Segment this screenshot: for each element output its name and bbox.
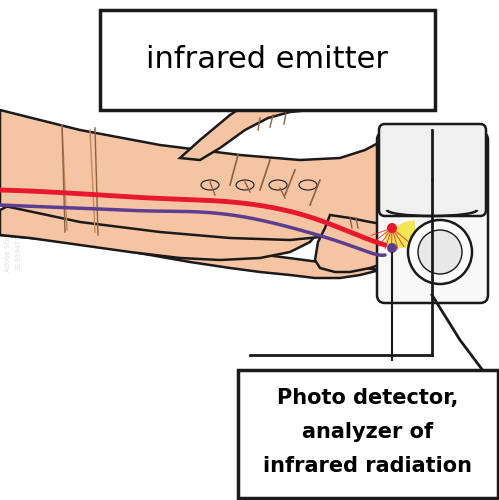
Polygon shape — [180, 82, 330, 160]
Text: Adobe Stock: Adobe Stock — [5, 228, 11, 272]
FancyBboxPatch shape — [379, 124, 486, 216]
Circle shape — [387, 243, 397, 253]
Polygon shape — [0, 185, 330, 260]
Ellipse shape — [299, 180, 317, 190]
FancyBboxPatch shape — [377, 132, 488, 303]
Circle shape — [387, 223, 397, 233]
Polygon shape — [385, 220, 415, 248]
Ellipse shape — [236, 180, 254, 190]
Circle shape — [408, 220, 472, 284]
Bar — [238, 370, 498, 498]
Text: analyzer of: analyzer of — [302, 422, 434, 442]
Ellipse shape — [269, 180, 287, 190]
Text: Photo detector,: Photo detector, — [277, 388, 459, 408]
Bar — [100, 10, 435, 110]
Polygon shape — [0, 178, 380, 278]
Text: infrared emitter: infrared emitter — [147, 46, 389, 74]
Polygon shape — [0, 110, 380, 240]
Text: infrared radiation: infrared radiation — [263, 456, 473, 476]
Polygon shape — [315, 215, 388, 272]
Text: 319994797: 319994797 — [15, 230, 21, 270]
Polygon shape — [298, 85, 328, 108]
Circle shape — [418, 230, 462, 274]
Ellipse shape — [201, 180, 219, 190]
